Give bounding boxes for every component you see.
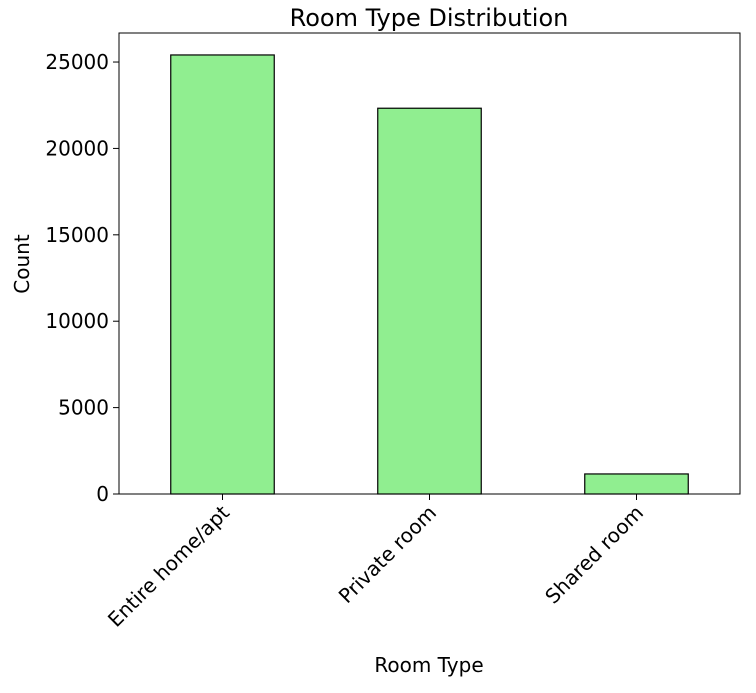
y-tick-label: 10000: [45, 309, 109, 333]
x-tick-label: Shared room: [540, 501, 648, 609]
plot-frame: [118, 32, 741, 495]
y-tick-label: 15000: [45, 223, 109, 247]
bar-entire-home-apt: [170, 54, 275, 495]
bars-layer: [170, 54, 689, 495]
y-tick-label: 5000: [58, 396, 109, 420]
chart-title: Room Type Distribution: [290, 4, 569, 32]
x-tick-label: Entire home/apt: [103, 500, 234, 631]
y-axis-label: Count: [10, 234, 34, 294]
y-axis-ticks: 0 5000 10000 15000 20000 25000: [45, 50, 119, 506]
y-tick-label: 20000: [45, 136, 109, 160]
bar-shared-room: [584, 473, 689, 495]
x-axis-label: Room Type: [374, 653, 483, 677]
y-tick-label: 25000: [45, 50, 109, 74]
x-tick-label: Private room: [334, 501, 441, 608]
x-axis-ticks: Entire home/apt Private room Shared room: [103, 494, 648, 632]
bar-private-room: [377, 107, 482, 495]
y-tick-label: 0: [96, 482, 109, 506]
